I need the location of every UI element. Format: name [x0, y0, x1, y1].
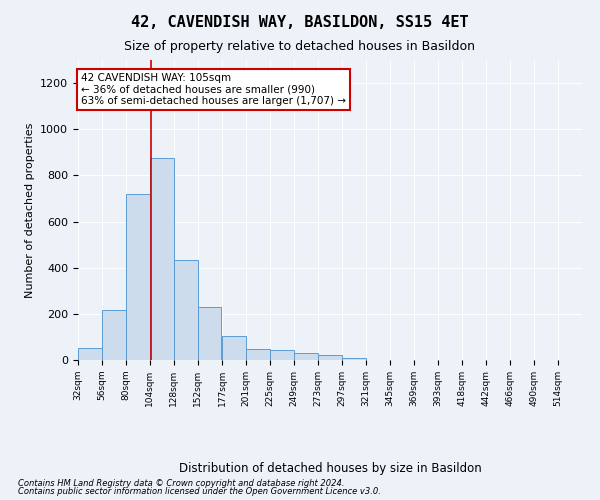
Bar [294, 352, 318, 360]
Bar [223, 336, 247, 360]
Bar [318, 356, 342, 360]
Bar [197, 307, 221, 360]
Text: 42 CAVENDISH WAY: 105sqm
← 36% of detached houses are smaller (990)
63% of semi-: 42 CAVENDISH WAY: 105sqm ← 36% of detach… [81, 72, 346, 106]
Bar [270, 350, 294, 360]
Text: Size of property relative to detached houses in Basildon: Size of property relative to detached ho… [125, 40, 476, 53]
Y-axis label: Number of detached properties: Number of detached properties [25, 122, 35, 298]
Text: 42, CAVENDISH WAY, BASILDON, SS15 4ET: 42, CAVENDISH WAY, BASILDON, SS15 4ET [131, 15, 469, 30]
Text: Contains public sector information licensed under the Open Government Licence v3: Contains public sector information licen… [18, 487, 381, 496]
Bar [150, 158, 173, 360]
Bar [102, 310, 126, 360]
Text: Contains HM Land Registry data © Crown copyright and database right 2024.: Contains HM Land Registry data © Crown c… [18, 478, 344, 488]
Bar [247, 349, 270, 360]
Bar [78, 348, 102, 360]
Bar [173, 260, 197, 360]
X-axis label: Distribution of detached houses by size in Basildon: Distribution of detached houses by size … [179, 462, 481, 474]
Bar [126, 194, 150, 360]
Bar [342, 358, 366, 360]
